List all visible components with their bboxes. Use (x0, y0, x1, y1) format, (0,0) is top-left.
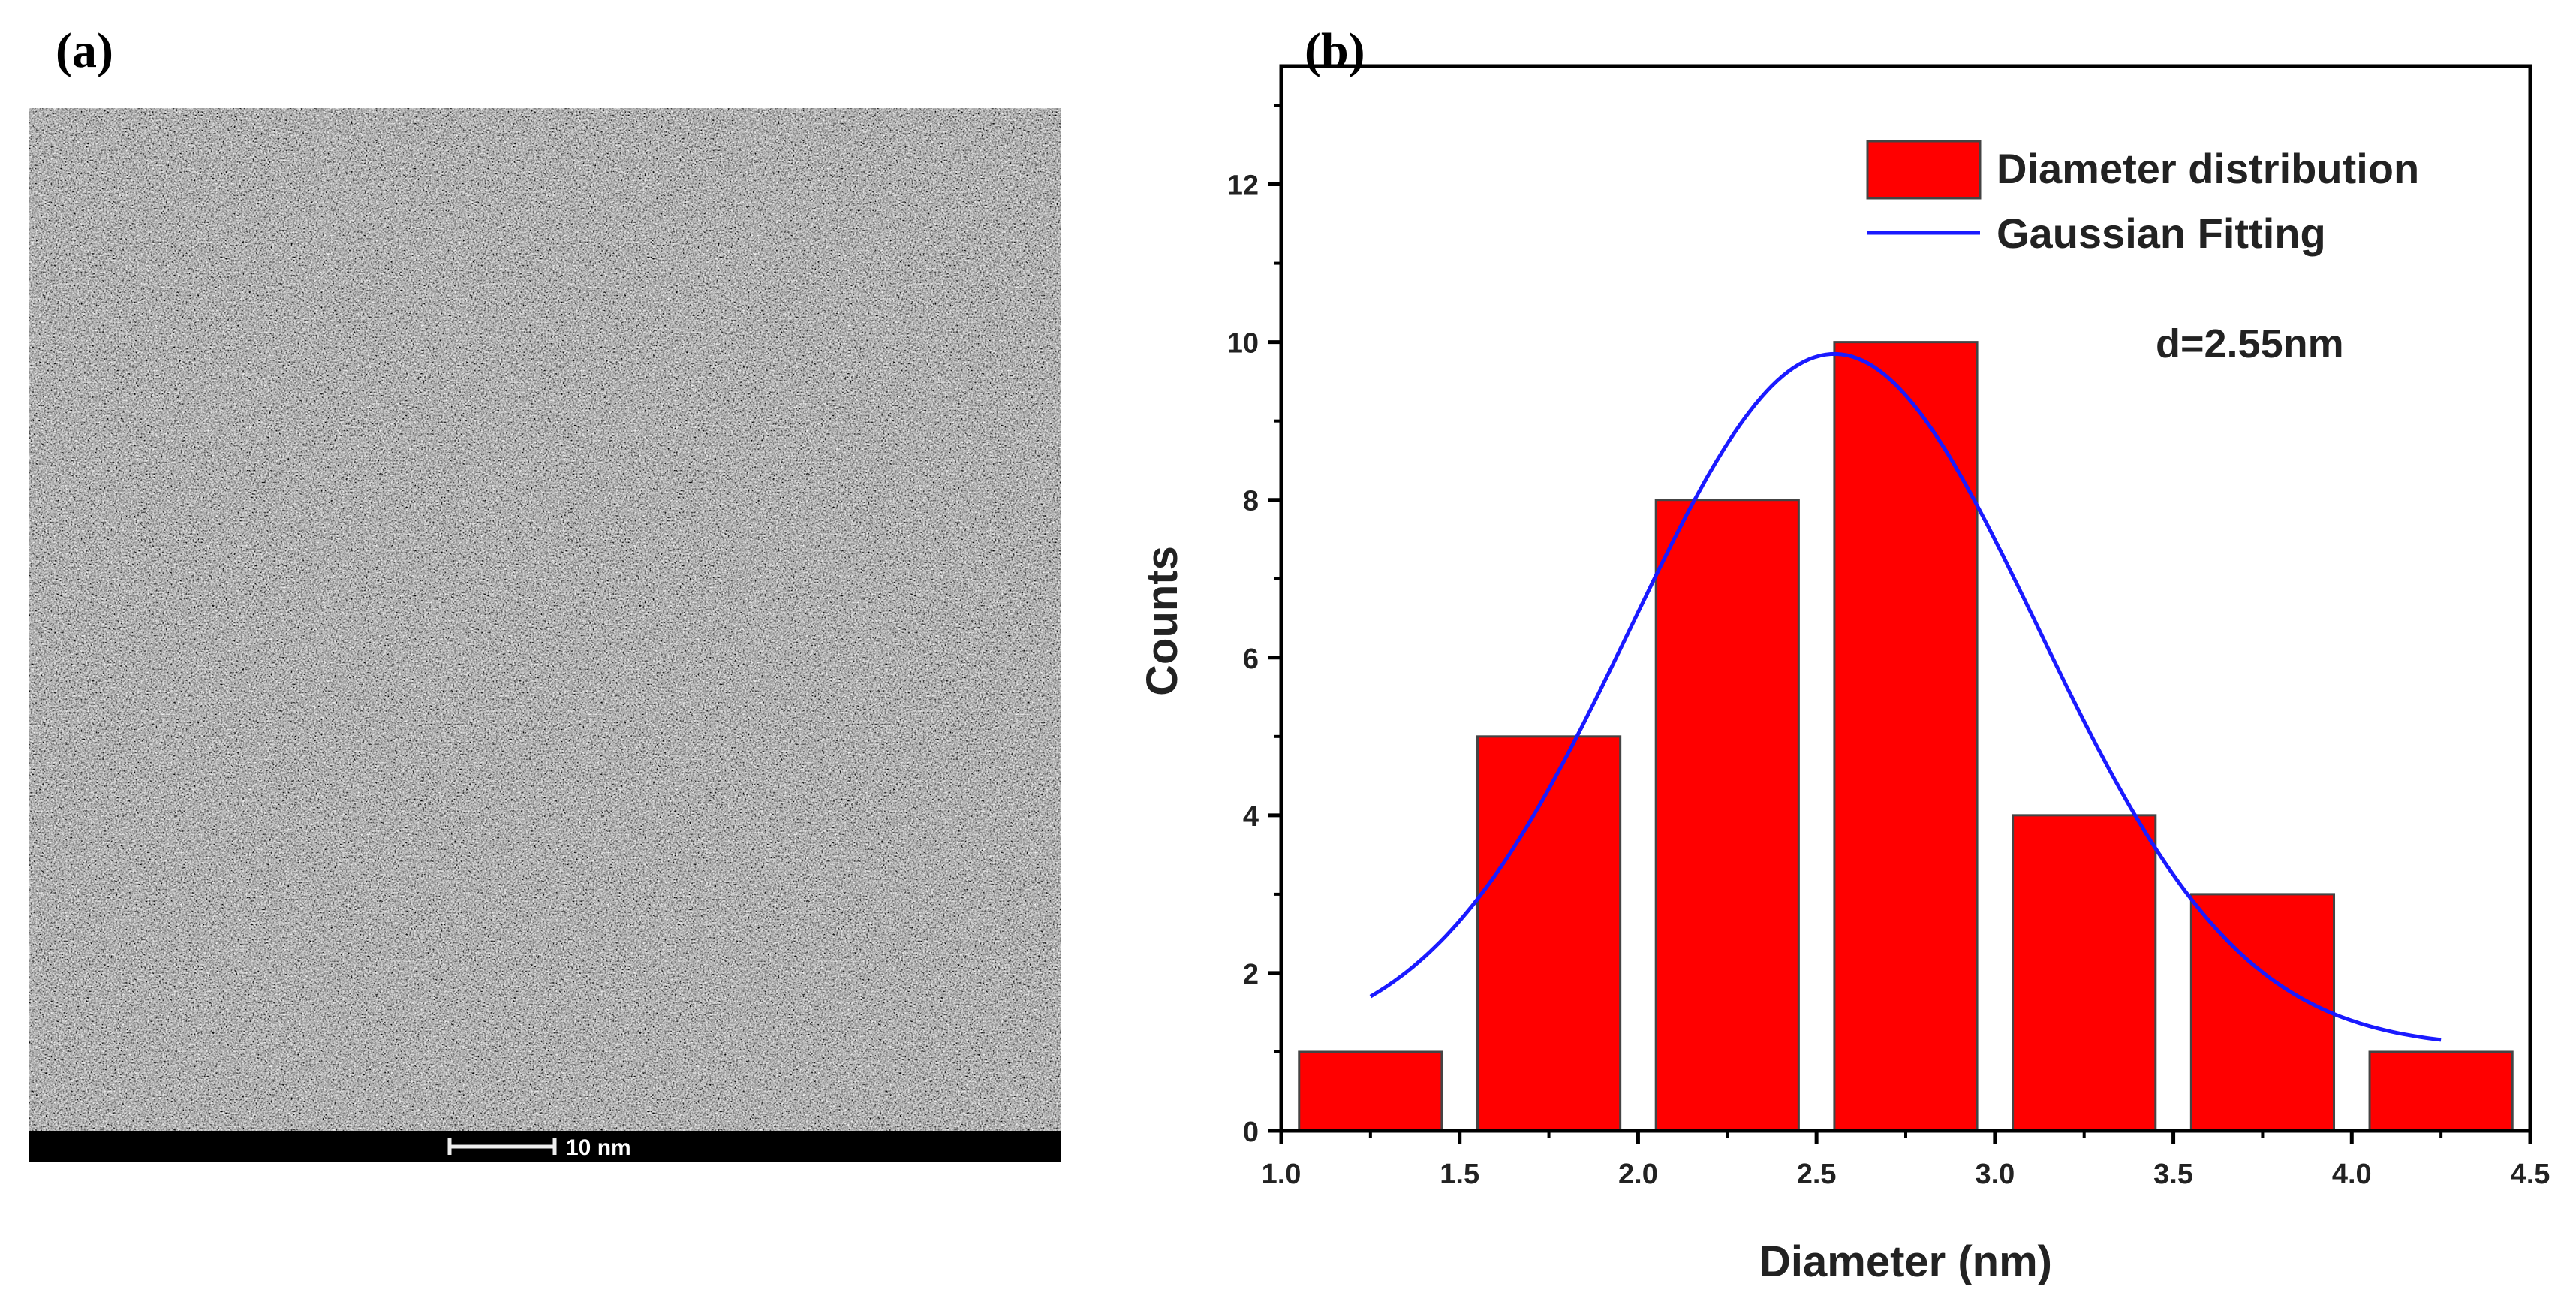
x-tick-label: 1.5 (1440, 1159, 1479, 1190)
legend-swatch-bars (1866, 140, 1982, 200)
y-tick-label: 10 (1227, 328, 1259, 360)
histogram-bar (2012, 814, 2157, 1132)
legend-label-bars: Diameter distribution (1997, 145, 2419, 192)
y-tick-label: 4 (1243, 801, 1259, 833)
gaussian-fit-line (1369, 351, 2442, 1042)
x-tick-label: 3.5 (2153, 1159, 2193, 1190)
y-tick-label: 0 (1243, 1117, 1259, 1148)
histogram-bar (2368, 1050, 2514, 1132)
y-tick-label: 8 (1243, 486, 1259, 517)
x-tick-label: 2.5 (1797, 1159, 1837, 1190)
mean-diameter-annotation: d=2.55nm (2156, 321, 2344, 366)
y-tick-label: 12 (1227, 170, 1259, 202)
x-tick-label: 1.0 (1262, 1159, 1302, 1190)
tem-micrograph: 10 nm (29, 108, 1061, 1162)
y-tick-label: 6 (1243, 643, 1259, 675)
scale-bar-label: 10 nm (566, 1135, 631, 1160)
panel-label-a: (a) (56, 23, 113, 78)
histogram-bar (1654, 499, 1800, 1132)
y-tick-label: 2 (1243, 959, 1259, 990)
legend: Diameter distribution Gaussian Fitting (1866, 140, 2419, 257)
legend-label-fit: Gaussian Fitting (1997, 209, 2326, 257)
histogram-bar (2189, 893, 2336, 1132)
x-tick-label: 2.0 (1618, 1159, 1658, 1190)
y-axis-label: Counts (1138, 546, 1187, 696)
x-tick-label: 3.0 (1975, 1159, 2015, 1190)
histogram-bar (1298, 1050, 1443, 1132)
x-axis-label: Diameter (nm) (1759, 1237, 2052, 1286)
x-tick-label: 4.0 (2332, 1159, 2372, 1190)
scale-bar (447, 1138, 557, 1155)
x-tick-label: 4.5 (2511, 1159, 2550, 1190)
histogram-bar (1476, 735, 1622, 1132)
histogram-bar (1833, 341, 1979, 1132)
panel-label-b: (b) (1305, 23, 1365, 78)
